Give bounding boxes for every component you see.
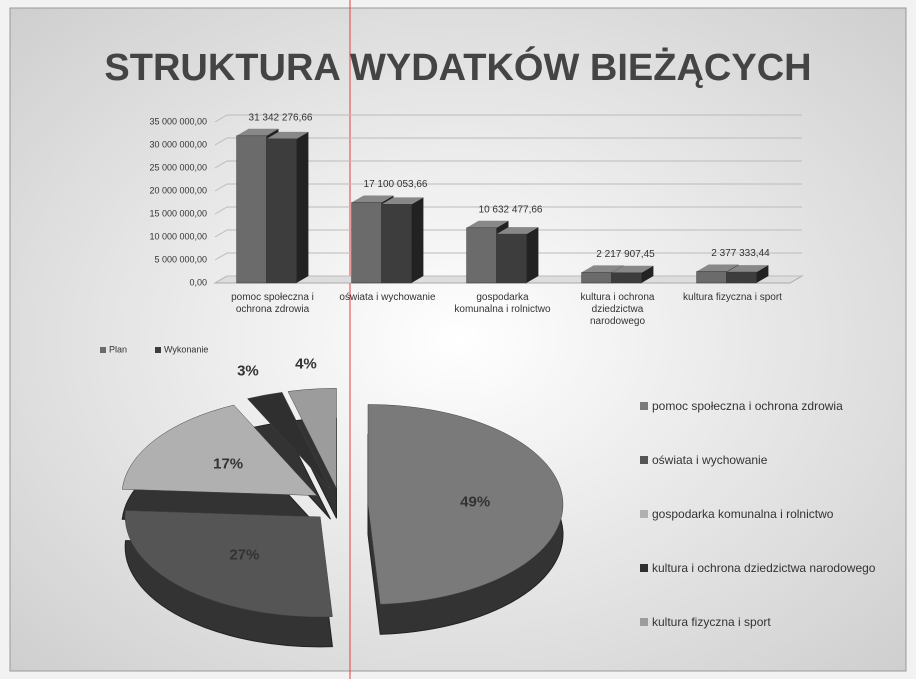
bar [236,135,267,284]
value-label: 10 632 477,66 [479,204,543,215]
bar-side [411,197,424,283]
bar-top [236,128,279,136]
pie-slice [367,404,564,605]
slice-label: 27% [229,547,259,564]
slice-label: 3% [237,363,259,380]
x-tick-label: oświata i wychowanie [339,292,436,303]
bar-side [756,265,769,283]
bar-top [266,131,309,139]
grid-line [214,206,802,215]
x-tick-label: pomoc społeczna i ochrona zdrowia [231,292,314,315]
legend-label: pomoc społeczna i ochrona zdrowia [640,398,882,414]
pie-slice [287,388,337,489]
legend-swatch [640,402,648,410]
y-tick-label: 0,00 [189,277,207,287]
bar-top [726,265,769,273]
bar-top [466,220,509,228]
slice-label: 49% [460,494,490,511]
bar-top [611,265,654,273]
bar [696,271,727,284]
bar-top [351,195,394,203]
bar [496,233,527,284]
x-tick-label: gospodarka komunalna i rolnictwo [454,292,551,315]
bar-top [581,265,624,273]
bar-top [496,227,539,235]
bar [726,271,757,284]
legend-label: oświata i wychowanie [640,452,882,468]
bar-side [526,227,539,283]
y-tick-label: 25 000 000,00 [149,162,207,172]
y-tick-label: 20 000 000,00 [149,185,207,195]
bar [381,204,412,284]
legend-label: kultura fizyczna i sport [640,614,882,630]
pie-slice [247,392,331,490]
bar-side [296,131,309,283]
value-label: 31 342 276,66 [249,112,313,123]
legend-swatch [640,456,648,464]
grid-line [214,183,802,192]
legend-label: kultura i ochrona dziedzictwa narodowego [640,560,882,576]
value-label: 17 100 053,66 [364,179,428,190]
bar-side [641,265,654,283]
bar [351,202,382,284]
y-tick-label: 15 000 000,00 [149,208,207,218]
y-tick-label: 35 000 000,00 [149,116,207,126]
y-tick-label: 10 000 000,00 [149,231,207,241]
bar [266,138,297,284]
y-tick-label: 30 000 000,00 [149,139,207,149]
grid-line [214,160,802,169]
legend-swatch [100,347,106,353]
pie-slice [124,510,333,618]
legend-label: Plan [109,344,127,354]
y-tick-label: 5 000 000,00 [154,254,207,264]
slice-label: 4% [295,355,317,372]
chart-title: STRUKTURA WYDATKÓW BIEŻĄCYCH [104,45,811,89]
grid-line [214,252,802,261]
legend-label: Wykonanie [164,344,208,354]
bar [611,272,642,284]
value-label: 2 217 907,45 [596,249,655,260]
pie-slice [121,404,318,496]
bar [466,227,497,284]
x-tick-label: kultura i ochrona dziedzictwa narodowego [580,292,655,327]
legend-swatch [155,347,161,353]
grid-line [214,137,802,146]
legend-label: gospodarka komunalna i rolnictwo [640,506,882,522]
legend-swatch [640,618,648,626]
legend-swatch [640,564,648,572]
value-label: 2 377 333,44 [711,248,770,259]
bar-top [696,264,739,272]
legend-swatch [640,510,648,518]
bar-top [381,197,424,205]
bar [581,272,612,284]
grid-line [214,229,802,238]
slice-label: 17% [213,456,243,473]
x-tick-label: kultura fizyczna i sport [683,292,782,303]
grid-line [214,114,802,123]
